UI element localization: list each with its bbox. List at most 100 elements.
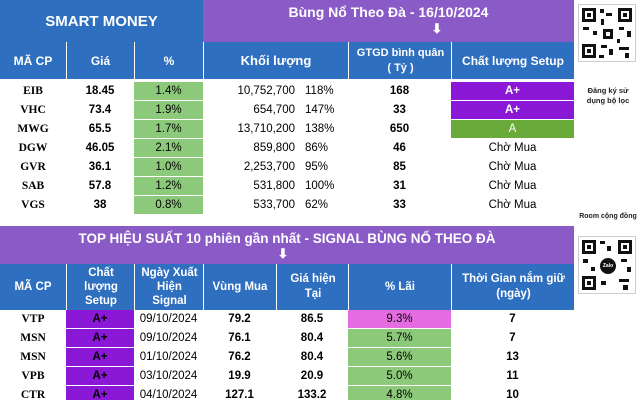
signal-date: 01/10/2024 (139, 351, 198, 363)
signal-date: 04/10/2024 (139, 389, 198, 400)
top-table-header: MÃ CP Giá % Khối lượng GTGD bình quân ( … (0, 42, 574, 79)
volume: 533,700 (253, 199, 295, 211)
pct-change: 2.1% (134, 139, 203, 157)
signup-note: Đăng ký sử dụng bộ lọc (586, 86, 630, 105)
price: 38 (93, 199, 107, 211)
signup-qr-code[interactable] (578, 4, 636, 62)
gtgd: 650 (389, 123, 410, 135)
signal-date: 03/10/2024 (139, 370, 198, 382)
table-row: MWG 65.5 1.7% 13,710,200 138% 650 A (0, 120, 574, 138)
setup-quality: Chờ Mua (488, 180, 537, 192)
pct-change: 1.2% (134, 177, 203, 195)
gtgd: 168 (389, 85, 410, 97)
col-hold: Thời Gian nắm giữ (ngày) (451, 264, 574, 310)
table-row: SAB 57.8 1.2% 531,800 100% 31 Chờ Mua (0, 177, 574, 195)
setup-quality: Chờ Mua (488, 199, 537, 211)
table-row: VHC 73.4 1.9% 654,700 147% 33 A+ (0, 101, 574, 119)
signal-date: 09/10/2024 (139, 332, 198, 344)
symbol: VPB (21, 370, 45, 382)
col-hold-l2: (ngày) (496, 288, 531, 300)
symbol: GVR (20, 161, 46, 173)
bottom-table-header: MÃ CP Chất lượng Setup Ngày Xuất Hiện Si… (0, 264, 574, 310)
buy-zone: 76.2 (228, 351, 251, 363)
col-date-l1: Ngày Xuất (141, 267, 198, 279)
setup-quality: A (451, 120, 574, 138)
hold-days: 11 (506, 370, 519, 382)
buy-zone: 127.1 (225, 389, 254, 400)
community-qr-code[interactable]: Zalo (578, 236, 636, 294)
symbol: EIB (23, 85, 43, 97)
symbol: VHC (20, 104, 46, 116)
pct-change: 1.4% (134, 82, 203, 100)
gain-pct: 5.0% (348, 367, 451, 385)
pct-change: 0.8% (134, 196, 203, 214)
gtgd: 31 (393, 180, 406, 192)
col-ma-cp: MÃ CP (13, 53, 53, 68)
setup-quality: A+ (66, 367, 134, 385)
current-price: 133.2 (297, 389, 327, 400)
zalo-logo-icon: Zalo (600, 258, 616, 274)
down-arrow-icon: ⬇ (277, 246, 289, 261)
hold-days: 7 (509, 332, 516, 344)
gain-pct: 5.6% (348, 348, 451, 366)
symbol: MWG (17, 123, 49, 135)
setup-quality: A+ (66, 329, 134, 347)
down-arrow-icon: ⬇ (431, 21, 443, 36)
symbol: CTR (20, 389, 46, 400)
volume-pct: 147% (305, 104, 335, 116)
bottom-title: TOP HIỆU SUẤT 10 phiên gần nhất - SIGNAL… (78, 230, 496, 246)
zalo-logo-text: Zalo (602, 263, 614, 269)
buy-zone: 19.9 (228, 370, 251, 382)
volume-pct: 62% (305, 199, 329, 211)
current-price: 86.5 (300, 313, 324, 325)
setup-quality: Chờ Mua (488, 142, 537, 154)
pct-change: 1.9% (134, 101, 203, 119)
volume-pct: 118% (305, 85, 334, 97)
volume: 13,710,200 (237, 123, 295, 135)
volume: 654,700 (253, 104, 295, 116)
col-chat-luong: Chất lượng Setup (451, 42, 574, 79)
volume: 859,800 (253, 142, 295, 154)
setup-quality: A+ (451, 82, 574, 100)
price: 73.4 (88, 104, 112, 116)
col-gtgd: GTGD bình quân ( Tỷ ) (348, 42, 451, 79)
current-price: 80.4 (300, 332, 324, 344)
symbol: SAB (21, 180, 45, 192)
col-gtgd-line1: GTGD bình quân (356, 46, 445, 59)
setup-quality: A+ (66, 348, 134, 366)
symbol: DGW (18, 142, 48, 154)
price: 36.1 (88, 161, 112, 173)
hold-days: 13 (506, 351, 519, 363)
col-quality: Chất lượng Setup (66, 264, 134, 310)
table-row: VGS 38 0.8% 533,700 62% 33 Chờ Mua (0, 196, 574, 214)
signal-date: 09/10/2024 (139, 313, 198, 325)
table-row: MSN A+ 01/10/2024 76.2 80.4 5.6% 13 (0, 348, 574, 366)
top-table-body: EIB 18.45 1.4% 10,752,700 118% 168 A+ VH… (0, 80, 574, 214)
hold-days: 10 (506, 389, 519, 400)
setup-quality: Chờ Mua (488, 161, 537, 173)
room-note: Room cộng đồng (579, 213, 637, 220)
col-quality-l2: lượng (84, 281, 118, 293)
current-price: 80.4 (300, 351, 324, 363)
table-row: DGW 46.05 2.1% 859,800 86% 46 Chờ Mua (0, 139, 574, 157)
col-price-l1: Giá hiện (290, 273, 336, 285)
pct-change: 1.0% (134, 158, 203, 176)
brand-banner: SMART MONEY (0, 0, 203, 42)
setup-quality: A+ (66, 310, 134, 328)
col-date: Ngày Xuất Hiện Signal (134, 264, 203, 310)
setup-quality: A+ (451, 101, 574, 119)
col-khoi-luong: Khối lượng (203, 42, 348, 79)
top-title: Bùng Nổ Theo Đà - 16/10/2024 (288, 4, 489, 20)
buy-zone: 79.2 (228, 313, 251, 325)
col-ma-cp: MÃ CP (14, 281, 52, 293)
brand-title: SMART MONEY (45, 12, 158, 30)
symbol: VTP (21, 313, 45, 325)
volume-pct: 138% (305, 123, 335, 135)
col-current-price: Giá hiện Tại (276, 264, 348, 310)
col-quality-l3: Setup (85, 295, 117, 307)
bottom-table-body: VTP A+ 09/10/2024 79.2 86.5 9.3% 7 MSN A… (0, 310, 574, 400)
col-buy-zone: Vùng Mua (203, 264, 276, 310)
symbol: MSN (20, 332, 46, 344)
table-row: VTP A+ 09/10/2024 79.2 86.5 9.3% 7 (0, 310, 574, 328)
volume: 2,253,700 (243, 161, 295, 173)
